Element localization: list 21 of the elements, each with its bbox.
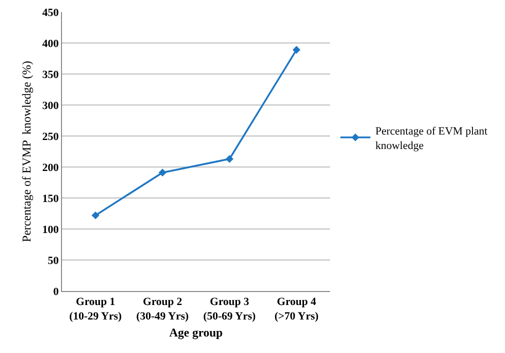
x-tick-label: Group 4 (>70 Yrs)	[274, 296, 319, 322]
y-tick-label: 50	[48, 254, 60, 267]
point	[92, 211, 100, 220]
x-tick-label: Group 2 (30-49 Yrs)	[136, 296, 190, 322]
legend-label: Percentage of EVM plant knowledge	[375, 125, 488, 152]
x-tick-label: Group 1 (10-29 Yrs)	[69, 296, 122, 322]
y-tick-label: 400	[42, 38, 60, 50]
y-tick-label: 300	[42, 100, 60, 112]
y-tick-label: 350	[42, 68, 60, 81]
y-tick-label: 150	[42, 192, 60, 205]
y-tick-label: 250	[42, 130, 60, 143]
y-tick-label: 200	[42, 162, 60, 174]
point	[292, 46, 300, 54]
y-tick-label: 100	[42, 224, 60, 236]
y-axis-title: Percentage of EVMP knowledge (%)	[20, 60, 34, 242]
y-tick-label: 450	[42, 6, 60, 19]
point	[158, 168, 166, 176]
y-tick-label: 0	[53, 286, 60, 298]
x-axis-title: Age group	[169, 325, 224, 340]
point	[226, 155, 234, 163]
x-tick-label: Group 3 (50-69 Yrs)	[203, 296, 256, 322]
